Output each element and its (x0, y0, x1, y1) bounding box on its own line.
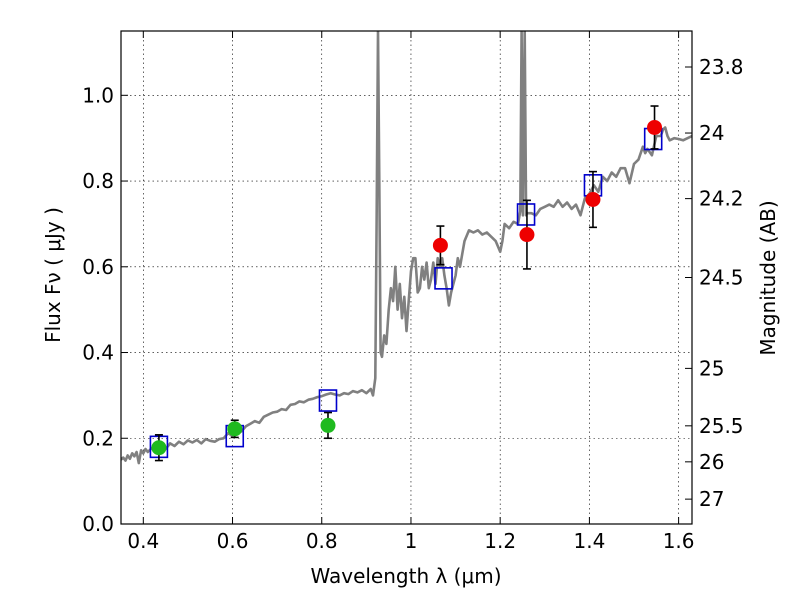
y-tick-label: 0.0 (82, 512, 114, 536)
x-axis-label: Wavelength λ (μm) (310, 564, 501, 588)
frame-layer: 0.4 0.6 0.8 1 1.2 1.4 1.6 0.0 0.2 0.4 0.6 0.8 1.0 23.… (82, 30, 744, 553)
x-tick-label: 1.2 (484, 529, 516, 553)
y-tick-label: 0.2 (82, 426, 114, 450)
x-tick-label: 0.4 (127, 529, 159, 553)
label-layer: Wavelength λ (μm) Flux Fν ( μJy ) Magnit… (41, 200, 780, 588)
grid-layer (121, 31, 692, 525)
right-tick-label: 25 (699, 356, 724, 380)
x-tick-label: 1 (405, 529, 418, 553)
right-tick-label: 24.5 (699, 266, 744, 290)
observed-point (647, 119, 663, 135)
spectrum-line (121, 31, 692, 465)
model-flux-square (516, 203, 536, 226)
observed-point (585, 191, 601, 207)
x-tick-label: 0.6 (217, 529, 249, 553)
y-axis-label: Flux Fν ( μJy ) (41, 207, 65, 343)
right-tick-label: 23.8 (699, 55, 744, 79)
y-tick-label: 0.4 (82, 341, 114, 365)
model-flux-square (318, 389, 338, 412)
model-flux-square (434, 267, 453, 290)
x-tick-label: 1.6 (663, 529, 695, 553)
observed-point (151, 440, 167, 456)
x-tick-label: 0.8 (306, 529, 338, 553)
x-tick-label: 1.4 (573, 529, 605, 553)
right-tick-label: 24.2 (699, 187, 744, 211)
y-tick-label: 0.8 (82, 169, 114, 193)
plot-layer (121, 31, 692, 465)
y-right-axis-label: Magnitude (AB) (756, 200, 780, 355)
right-tick-label: 25.5 (699, 414, 744, 438)
observed-point (432, 237, 448, 253)
plot-area (121, 31, 692, 465)
y-tick-label: 1.0 (82, 83, 114, 107)
right-tick-label: 27 (699, 487, 724, 511)
observed-point (519, 227, 535, 243)
right-tick-label: 26 (699, 450, 724, 474)
observed-point (320, 417, 336, 433)
right-tick-label: 24 (699, 121, 724, 145)
plot-frame (120, 30, 693, 525)
observed-point (227, 421, 243, 437)
y-tick-label: 0.6 (82, 255, 114, 279)
